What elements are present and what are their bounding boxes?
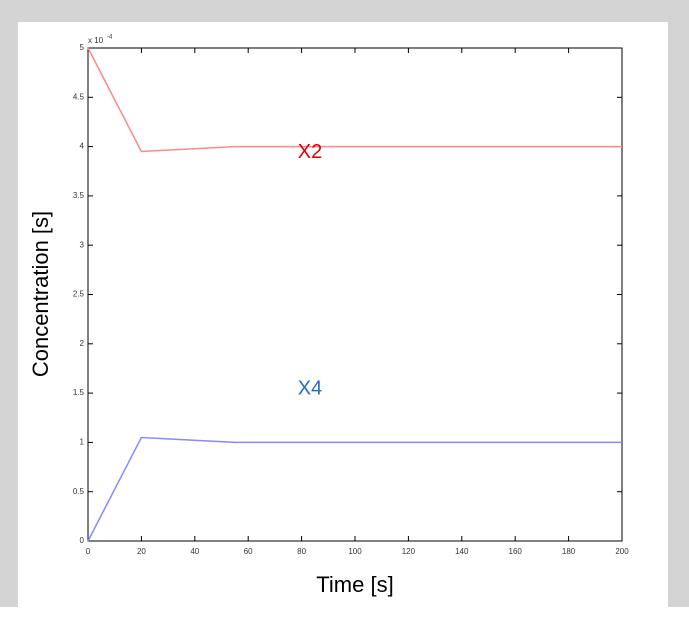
- y-tick-label: 4.5: [73, 92, 85, 101]
- y-tick-label: 0.5: [73, 487, 85, 496]
- x-tick-label: 180: [562, 547, 576, 556]
- x-tick-label: 60: [244, 547, 253, 556]
- x-tick-label: 160: [509, 547, 523, 556]
- x-tick-label: 0: [86, 547, 91, 556]
- x-tick-label: 140: [455, 547, 469, 556]
- series-label: X2: [298, 141, 322, 163]
- y-tick-label: 4: [80, 142, 85, 151]
- x-tick-label: 120: [402, 547, 416, 556]
- series-line: [87, 436, 622, 542]
- y-tick-label: 5: [80, 43, 85, 52]
- y-tick-label: 3.5: [73, 191, 85, 200]
- y-tick-label: 1.5: [73, 388, 85, 397]
- y-tick-label: 3: [80, 240, 85, 249]
- x-tick-label: 40: [190, 547, 199, 556]
- x-tick-label: 20: [137, 547, 146, 556]
- series-label: X4: [298, 378, 322, 400]
- x-axis-label: Time [s]: [316, 572, 393, 597]
- x-tick-label: 80: [297, 547, 306, 556]
- y-tick-label: 0: [80, 536, 85, 545]
- y-tick-label: 2: [80, 339, 85, 348]
- y-axis-label: Concentration [s]: [28, 211, 53, 377]
- plot-area: [87, 47, 623, 542]
- y-tick-label: 1: [80, 438, 85, 447]
- x-tick-label: 200: [615, 547, 629, 556]
- x-tick-label: 100: [348, 547, 362, 556]
- series-line: [87, 47, 622, 153]
- y-tick-label: 2.5: [73, 290, 85, 299]
- exponent-power: -4: [107, 35, 113, 41]
- exponent-base: x 10: [88, 36, 104, 45]
